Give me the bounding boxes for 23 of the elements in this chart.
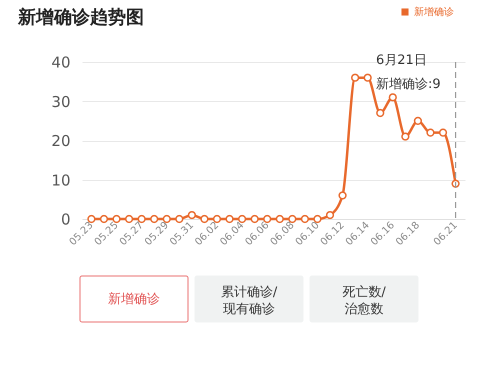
point xyxy=(338,191,347,200)
text: 累计确诊/ 现有确诊 xyxy=(220,285,278,317)
point xyxy=(388,93,397,102)
point xyxy=(364,74,372,82)
y-tick-label: 10 xyxy=(51,171,70,190)
point xyxy=(351,74,360,82)
y-tick-label: 20 xyxy=(51,132,70,150)
point xyxy=(376,108,384,118)
text: 死亡数/ 治愈数 xyxy=(342,284,386,317)
y-tick-label: 0 xyxy=(60,210,70,228)
chart-title: 新增确诊趋势图 xyxy=(17,7,144,28)
point xyxy=(401,132,410,141)
point xyxy=(414,116,422,125)
point xyxy=(188,210,196,220)
y-tick-label: 40 xyxy=(51,54,70,72)
point xyxy=(426,128,435,137)
annotation: 新增确诊:9 xyxy=(376,77,441,92)
y-tick-label: 30 xyxy=(51,92,70,111)
point xyxy=(438,128,448,137)
point xyxy=(326,210,334,220)
legend-label: 新增确诊 xyxy=(414,6,454,18)
text: 新增确诊 xyxy=(108,292,160,307)
annotation: 6月21日 xyxy=(376,53,427,68)
